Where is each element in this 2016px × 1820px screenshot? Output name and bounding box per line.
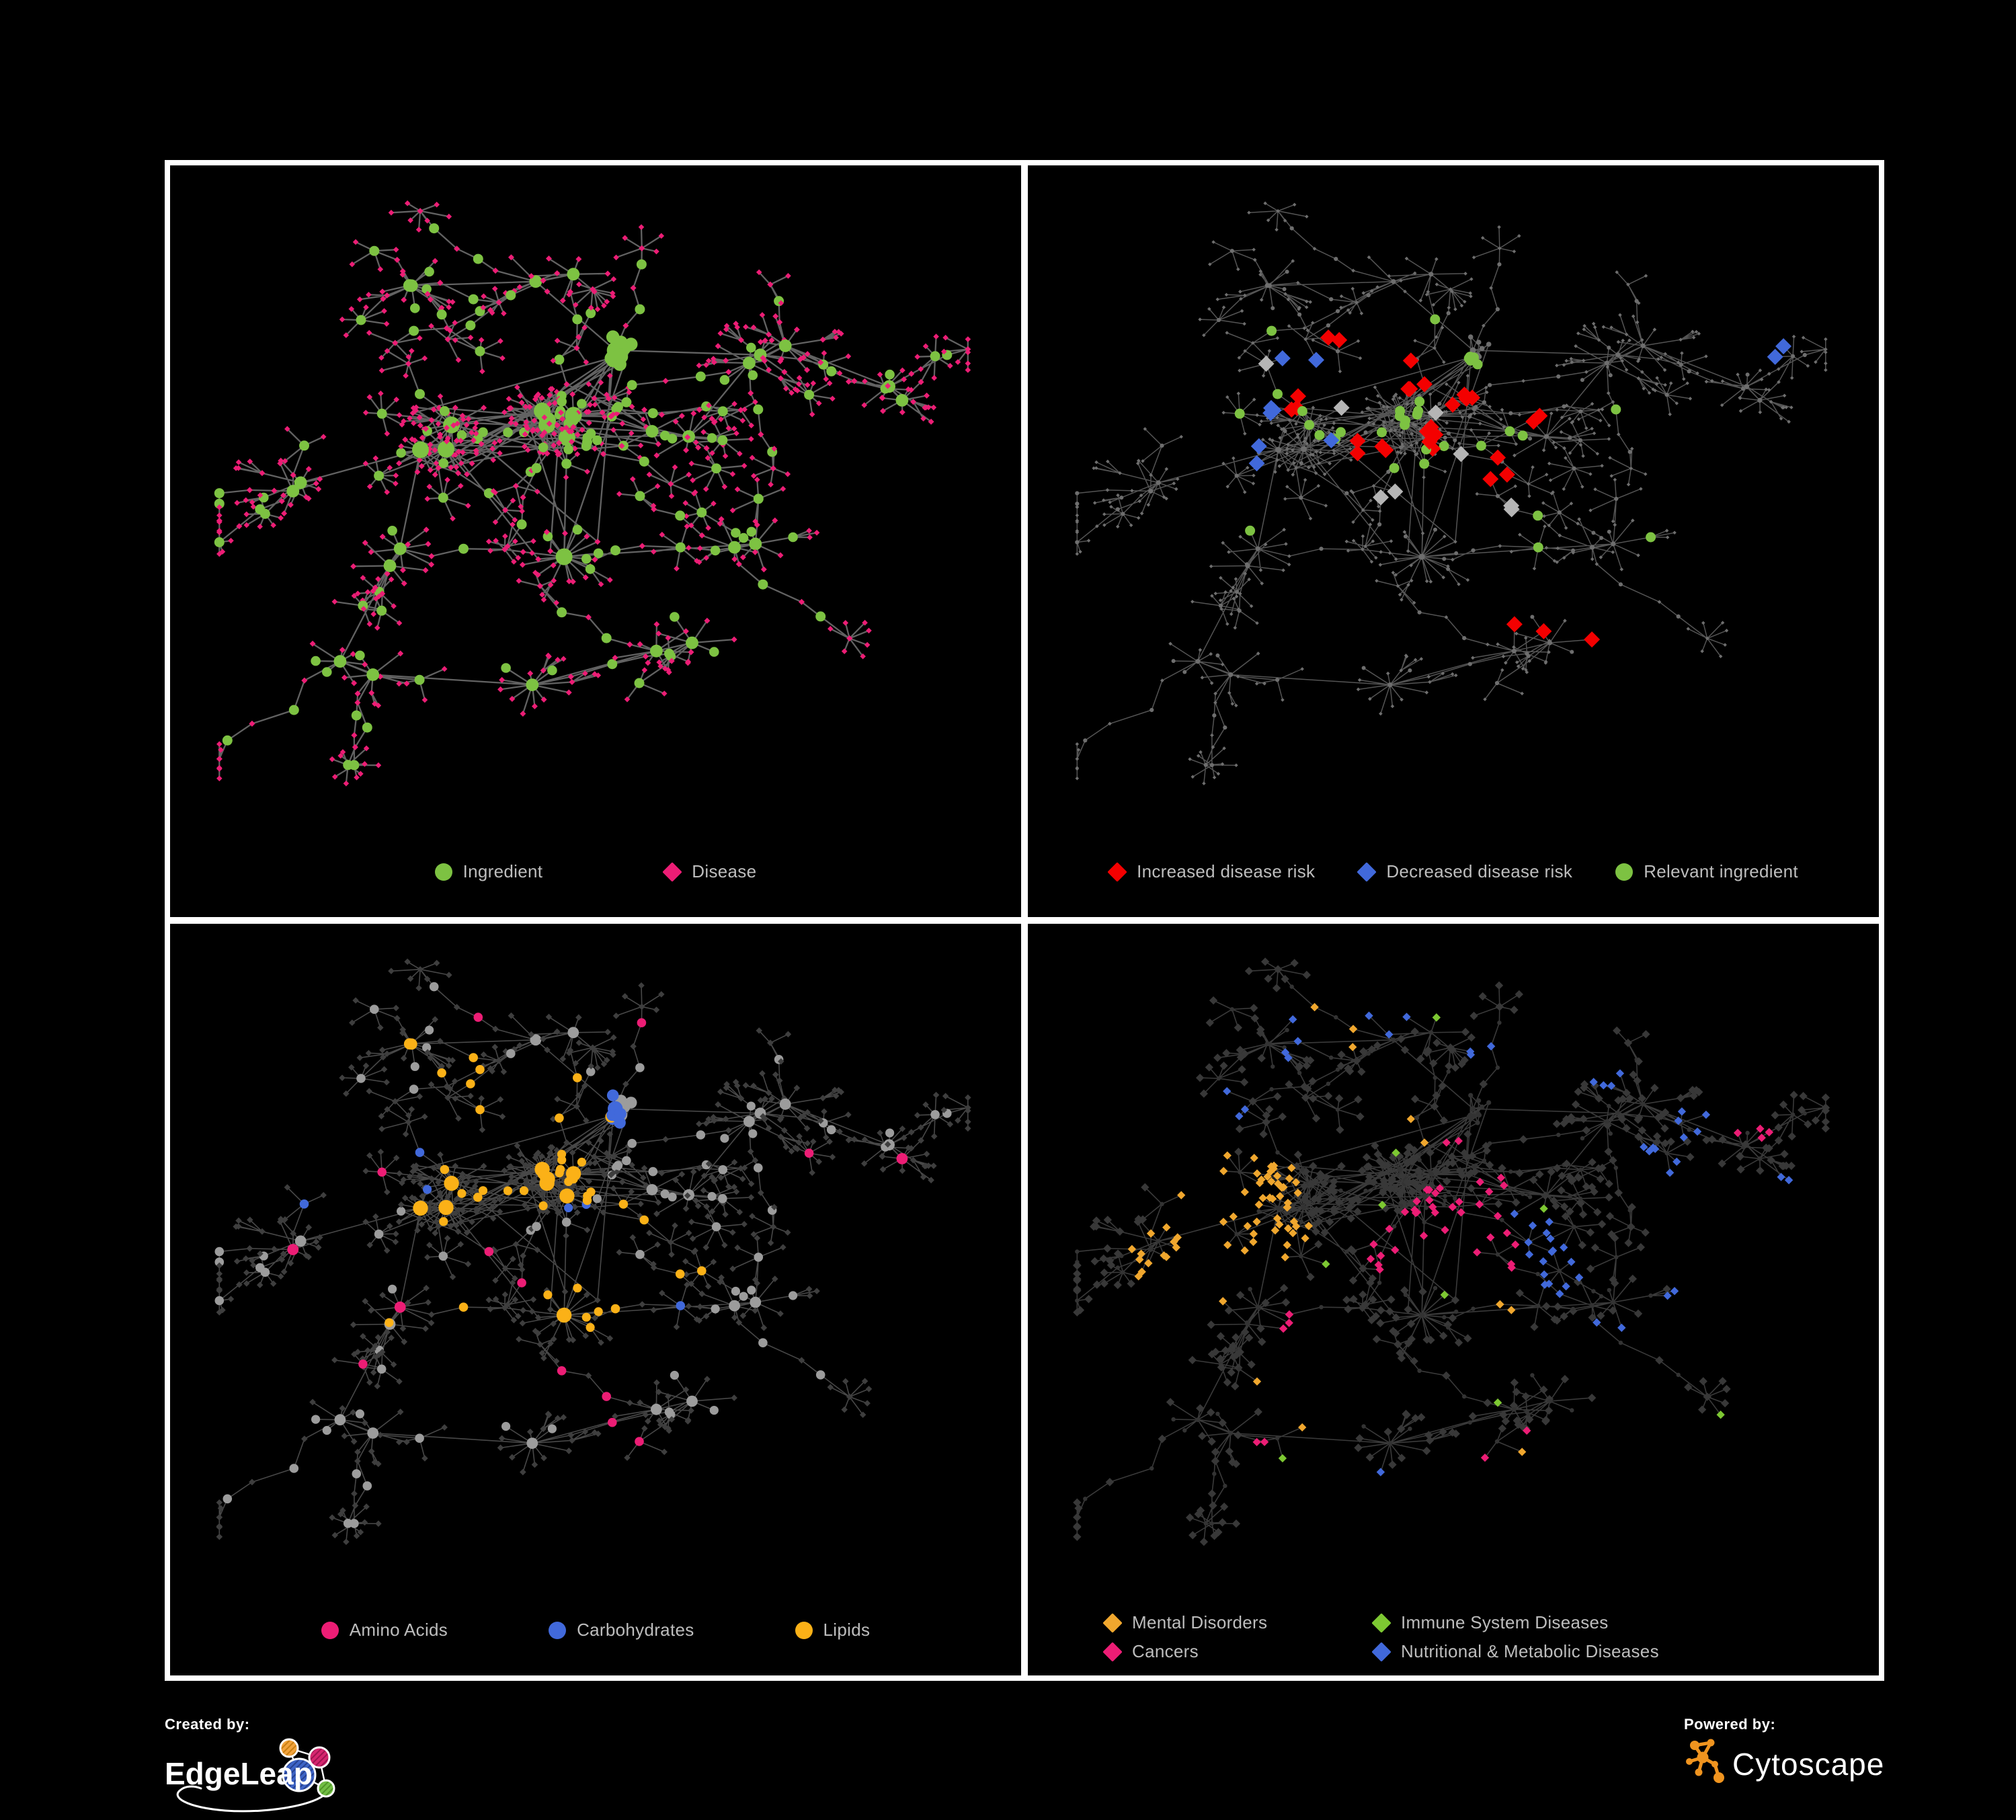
legend-label: Increased disease risk	[1137, 861, 1316, 881]
edgeleap-magenta-node	[308, 1746, 331, 1769]
edgeleap-orange-node	[279, 1738, 299, 1758]
legend-item-increased-risk: Increased disease risk	[1107, 861, 1316, 882]
relevant-ingredient-circle-icon	[1615, 863, 1634, 881]
nutritional-metabolic-diseases-diamond-icon	[1371, 1641, 1392, 1662]
legend-label: Lipids	[823, 1620, 871, 1640]
legend-label: Disease	[692, 861, 757, 881]
legend-label: Decreased disease risk	[1386, 861, 1573, 881]
legend-disease-risk: Increased disease risk Decreased disease…	[1028, 861, 1879, 882]
legend-item-amino-acids: Amino Acids	[321, 1620, 448, 1640]
network-canvas-ingredient-classes	[214, 958, 971, 1546]
lipids-circle-icon	[795, 1621, 813, 1639]
mental-disorders-diamond-icon	[1102, 1612, 1123, 1633]
panel-disease-risk-network: Increased disease risk Decreased disease…	[1028, 165, 1879, 917]
legend-label: Amino Acids	[349, 1620, 448, 1640]
cytoscape-wordmark: Cytoscape	[1732, 1747, 1884, 1782]
legend-item-nutritional-metabolic-diseases: Nutritional & Metabolic Diseases	[1371, 1641, 1803, 1662]
cytoscape-logo: Cytoscape	[1686, 1739, 1884, 1783]
legend-label: Ingredient	[462, 861, 543, 881]
disease-diamond-icon	[662, 861, 683, 882]
nodes-layer	[1073, 957, 1830, 1546]
legend-ingredient-classes: Amino Acids Carbohydrates Lipids	[170, 1620, 1021, 1640]
panel-disease-classes-network: Mental Disorders Immune System Diseases …	[1028, 924, 1879, 1675]
legend-label: Mental Disorders	[1132, 1612, 1268, 1632]
immune-system-diseases-diamond-icon	[1371, 1612, 1392, 1633]
legend-item-cancers: Cancers	[1102, 1641, 1366, 1662]
legend-label: Cancers	[1132, 1641, 1199, 1661]
legend-label: Immune System Diseases	[1401, 1612, 1609, 1632]
edgeleap-green-node	[317, 1779, 335, 1798]
legend-ingredient-disease: Ingredient Disease	[170, 861, 1021, 882]
ingredient-circle-icon	[434, 863, 452, 881]
decreased-risk-diamond-icon	[1357, 861, 1377, 882]
legend-label: Relevant ingredient	[1644, 861, 1798, 881]
panel-grid: Ingredient Disease Increased disease ris…	[165, 160, 1884, 1681]
legend-item-relevant-ingredient: Relevant ingredient	[1615, 861, 1798, 882]
edgeleap-wordmark: EdgeLeap	[165, 1756, 313, 1791]
nodes-layer	[214, 958, 971, 1546]
legend-label: Carbohydrates	[577, 1620, 694, 1640]
amino-acids-circle-icon	[321, 1621, 339, 1639]
legend-item-disease: Disease	[662, 861, 757, 882]
created-by-caption: Created by:	[165, 1716, 250, 1733]
created-by-block: Created by: EdgeLeap	[165, 1716, 353, 1817]
legend-item-carbohydrates: Carbohydrates	[549, 1620, 694, 1640]
edgeleap-blue-node	[282, 1757, 317, 1792]
edges-layer	[1076, 961, 1826, 1542]
nodes-layer	[214, 200, 971, 787]
network-canvas-disease-risk	[1075, 201, 1828, 786]
increased-risk-diamond-icon	[1107, 861, 1127, 882]
nodes-layer	[1075, 201, 1828, 786]
panel-ingredient-disease-network: Ingredient Disease	[170, 165, 1021, 917]
network-canvas-ingredient-disease	[214, 200, 971, 787]
powered-by-block: Powered by: Cytoscape	[1684, 1716, 1886, 1797]
legend-item-lipids: Lipids	[795, 1620, 871, 1640]
edgeleap-logo: EdgeLeap	[165, 1738, 335, 1813]
cytoscape-glyph-nodes	[1686, 1739, 1724, 1783]
legend-item-mental-disorders: Mental Disorders	[1102, 1612, 1366, 1633]
legend-label: Nutritional & Metabolic Diseases	[1401, 1641, 1659, 1661]
legend-disease-classes: Mental Disorders Immune System Diseases …	[1102, 1612, 1803, 1662]
cancers-diamond-icon	[1102, 1641, 1123, 1662]
powered-by-caption: Powered by:	[1684, 1716, 1776, 1733]
panel-ingredient-classes-network: Amino Acids Carbohydrates Lipids	[170, 924, 1021, 1675]
carbohydrates-circle-icon	[549, 1621, 567, 1639]
legend-item-ingredient: Ingredient	[434, 861, 543, 882]
legend-item-immune-system-diseases: Immune System Diseases	[1371, 1612, 1803, 1633]
edges-layer	[1076, 202, 1826, 784]
network-canvas-disease-classes	[1073, 957, 1830, 1546]
legend-item-decreased-risk: Decreased disease risk	[1357, 861, 1573, 882]
edgeleap-swoosh	[176, 1785, 329, 1813]
